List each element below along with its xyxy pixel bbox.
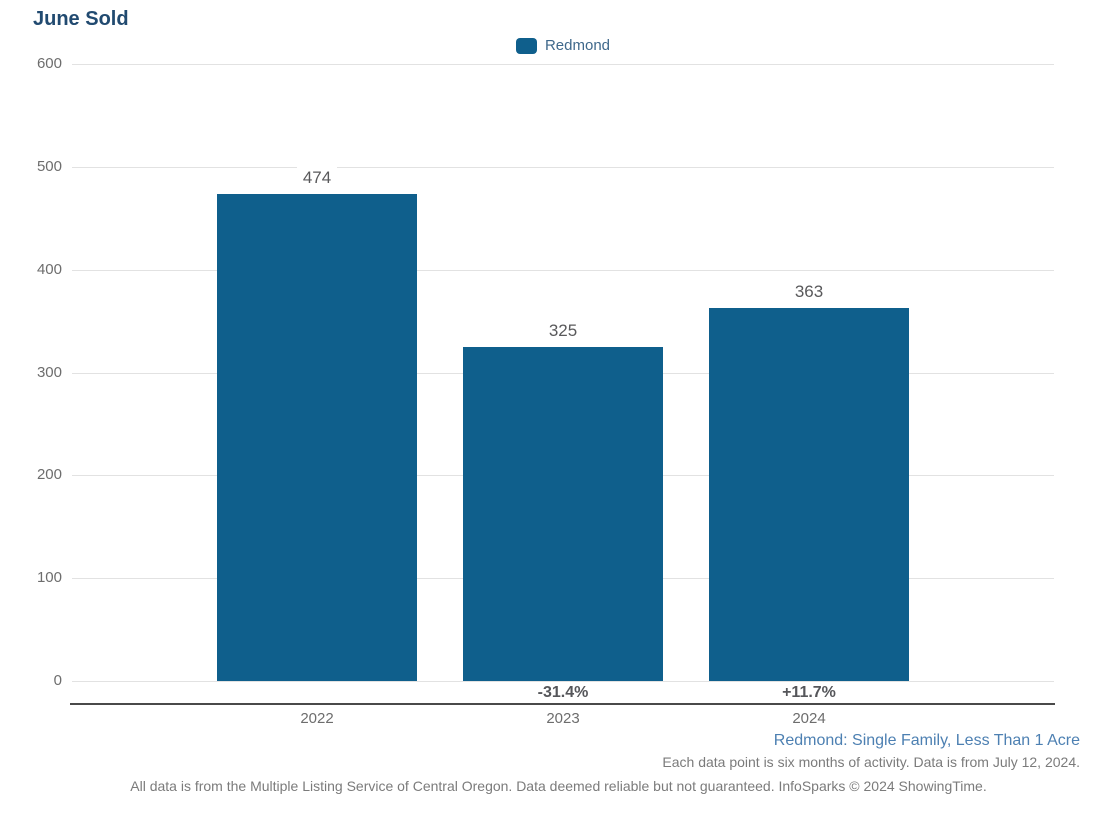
bar-2022[interactable]	[217, 193, 417, 681]
gridline-0	[72, 681, 1054, 682]
y-tick-label-100: 100	[36, 569, 62, 587]
y-tick-label-0: 0	[53, 672, 62, 689]
legend-swatch-icon	[515, 37, 537, 54]
gridline-500	[72, 166, 1054, 168]
legend[interactable]: Redmond	[72, 37, 1054, 54]
gridline-400	[72, 269, 1054, 271]
bar-2024[interactable]	[709, 307, 909, 681]
bar-value-label-2023: 325	[463, 319, 663, 341]
x-axis-label-2022: 2022	[300, 710, 334, 727]
legend-label: Redmond	[544, 37, 611, 54]
bar-2023[interactable]	[463, 346, 663, 681]
y-tick-label-600: 600	[36, 55, 62, 72]
bar-value-label-2024: 363	[709, 280, 909, 302]
gridline-600	[72, 64, 1054, 65]
y-tick-label-400: 400	[36, 260, 62, 278]
footer-note: Each data point is six months of activit…	[662, 754, 1080, 770]
x-axis-label-2023: 2023	[546, 710, 580, 727]
pct-change-label-2023: -31.4%	[537, 684, 589, 701]
bar-value-label-2022: 474	[217, 166, 417, 188]
y-tick-label-300: 300	[36, 363, 62, 381]
y-tick-label-200: 200	[36, 466, 62, 484]
footer-subtitle: Redmond: Single Family, Less Than 1 Acre	[773, 732, 1080, 749]
x-axis-line	[70, 703, 1055, 705]
chart-title: June Sold	[33, 8, 129, 30]
pct-change-label-2024: +11.7%	[782, 684, 836, 701]
footer-disclaimer: All data is from the Multiple Listing Se…	[130, 778, 987, 794]
y-tick-label-500: 500	[36, 157, 62, 175]
x-axis-label-2024: 2024	[792, 710, 826, 727]
